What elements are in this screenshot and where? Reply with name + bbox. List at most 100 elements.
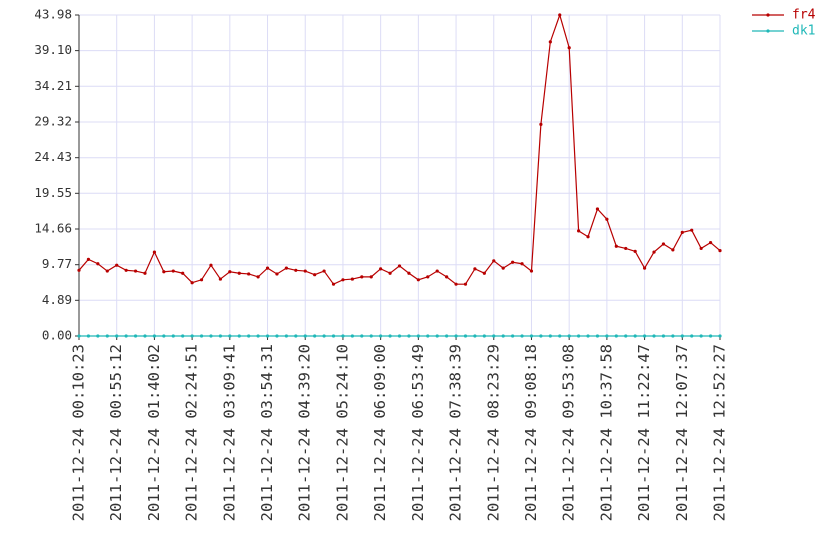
data-point <box>96 262 100 266</box>
data-point <box>331 282 336 286</box>
data-point <box>529 269 534 273</box>
data-point <box>567 46 571 50</box>
y-tick-label: 0.00 <box>42 328 72 343</box>
data-point <box>77 334 81 338</box>
data-point <box>529 334 534 338</box>
data-point <box>397 264 402 268</box>
data-point <box>718 249 722 253</box>
data-point <box>708 240 713 245</box>
data-point <box>577 229 581 233</box>
data-point <box>661 334 666 338</box>
data-point <box>237 271 241 275</box>
data-point <box>577 334 581 338</box>
data-point <box>652 334 656 338</box>
data-point <box>228 270 232 274</box>
data-point <box>567 334 571 338</box>
data-point <box>699 334 703 338</box>
x-tick-label: 2011-12-24 06:53:49 <box>409 344 427 521</box>
data-point <box>454 282 458 286</box>
data-point <box>303 269 307 273</box>
data-point <box>426 275 430 279</box>
x-tick-label: 2011-12-24 08:23:29 <box>484 344 502 521</box>
data-point <box>152 250 157 254</box>
data-point <box>642 266 647 270</box>
data-point <box>96 334 100 338</box>
data-point <box>294 334 298 338</box>
data-point <box>680 334 684 338</box>
data-point <box>539 122 543 126</box>
data-point <box>322 269 326 273</box>
data-point <box>275 334 279 338</box>
x-tick-label: 2011-12-24 09:53:08 <box>560 344 578 521</box>
data-point <box>548 40 552 44</box>
data-point <box>407 334 411 338</box>
x-tick-label: 2011-12-24 04:39:20 <box>296 344 314 521</box>
data-point <box>237 334 241 338</box>
data-point <box>303 334 307 338</box>
data-point <box>209 263 213 267</box>
data-point <box>388 334 392 338</box>
data-point <box>680 230 684 234</box>
y-tick-label: 34.21 <box>34 78 72 93</box>
y-tick-label: 19.55 <box>34 185 72 200</box>
y-tick-label: 14.66 <box>34 221 72 236</box>
x-tick-label: 2011-12-24 03:09:41 <box>220 344 238 521</box>
data-point <box>605 334 609 338</box>
data-point <box>369 275 373 279</box>
x-tick-label: 2011-12-24 09:08:18 <box>522 344 540 521</box>
data-point <box>397 334 402 338</box>
x-tick-label: 2011-12-24 01:40:02 <box>145 344 163 521</box>
data-point <box>124 268 128 272</box>
data-point <box>77 268 81 272</box>
data-point <box>511 260 515 264</box>
x-tick-label: 2011-12-24 06:09:00 <box>371 344 389 521</box>
data-point <box>275 272 279 276</box>
legend-marker <box>766 29 770 33</box>
x-tick-label: 2011-12-24 10:37:58 <box>597 344 615 521</box>
x-tick-label: 2011-12-24 12:07:37 <box>673 344 691 521</box>
data-point <box>162 334 166 338</box>
data-point <box>501 266 505 270</box>
data-point <box>445 334 449 338</box>
data-point <box>331 334 336 338</box>
data-point <box>426 334 430 338</box>
data-point <box>558 334 562 338</box>
data-point <box>218 334 222 338</box>
data-point <box>708 334 713 338</box>
data-point <box>181 271 185 275</box>
data-point <box>190 334 194 338</box>
data-point <box>473 267 477 271</box>
data-point <box>350 334 354 338</box>
data-point <box>586 334 590 338</box>
data-point <box>322 334 326 338</box>
data-point <box>652 250 656 254</box>
data-point <box>313 334 317 338</box>
data-point <box>482 334 486 338</box>
data-point <box>105 334 109 338</box>
x-tick-label: 2011-12-24 00:55:12 <box>107 344 125 521</box>
data-point <box>614 334 618 338</box>
data-point <box>520 334 524 338</box>
data-point <box>143 271 147 275</box>
data-point <box>520 262 524 266</box>
data-point <box>463 334 468 338</box>
data-point <box>416 278 420 282</box>
y-tick-label: 4.89 <box>42 292 72 307</box>
data-point <box>379 267 383 271</box>
data-point <box>256 334 260 338</box>
data-point <box>671 248 675 252</box>
data-point <box>624 246 628 251</box>
data-point <box>690 334 694 338</box>
data-point <box>482 271 486 275</box>
data-point <box>199 334 204 338</box>
data-point <box>492 334 496 338</box>
data-point <box>247 272 251 276</box>
data-point <box>86 257 91 261</box>
data-point <box>171 269 175 273</box>
data-point <box>642 334 647 338</box>
data-point <box>671 334 675 338</box>
data-point <box>133 269 138 273</box>
data-point <box>162 270 166 274</box>
data-point <box>181 334 185 338</box>
data-point <box>313 273 317 277</box>
